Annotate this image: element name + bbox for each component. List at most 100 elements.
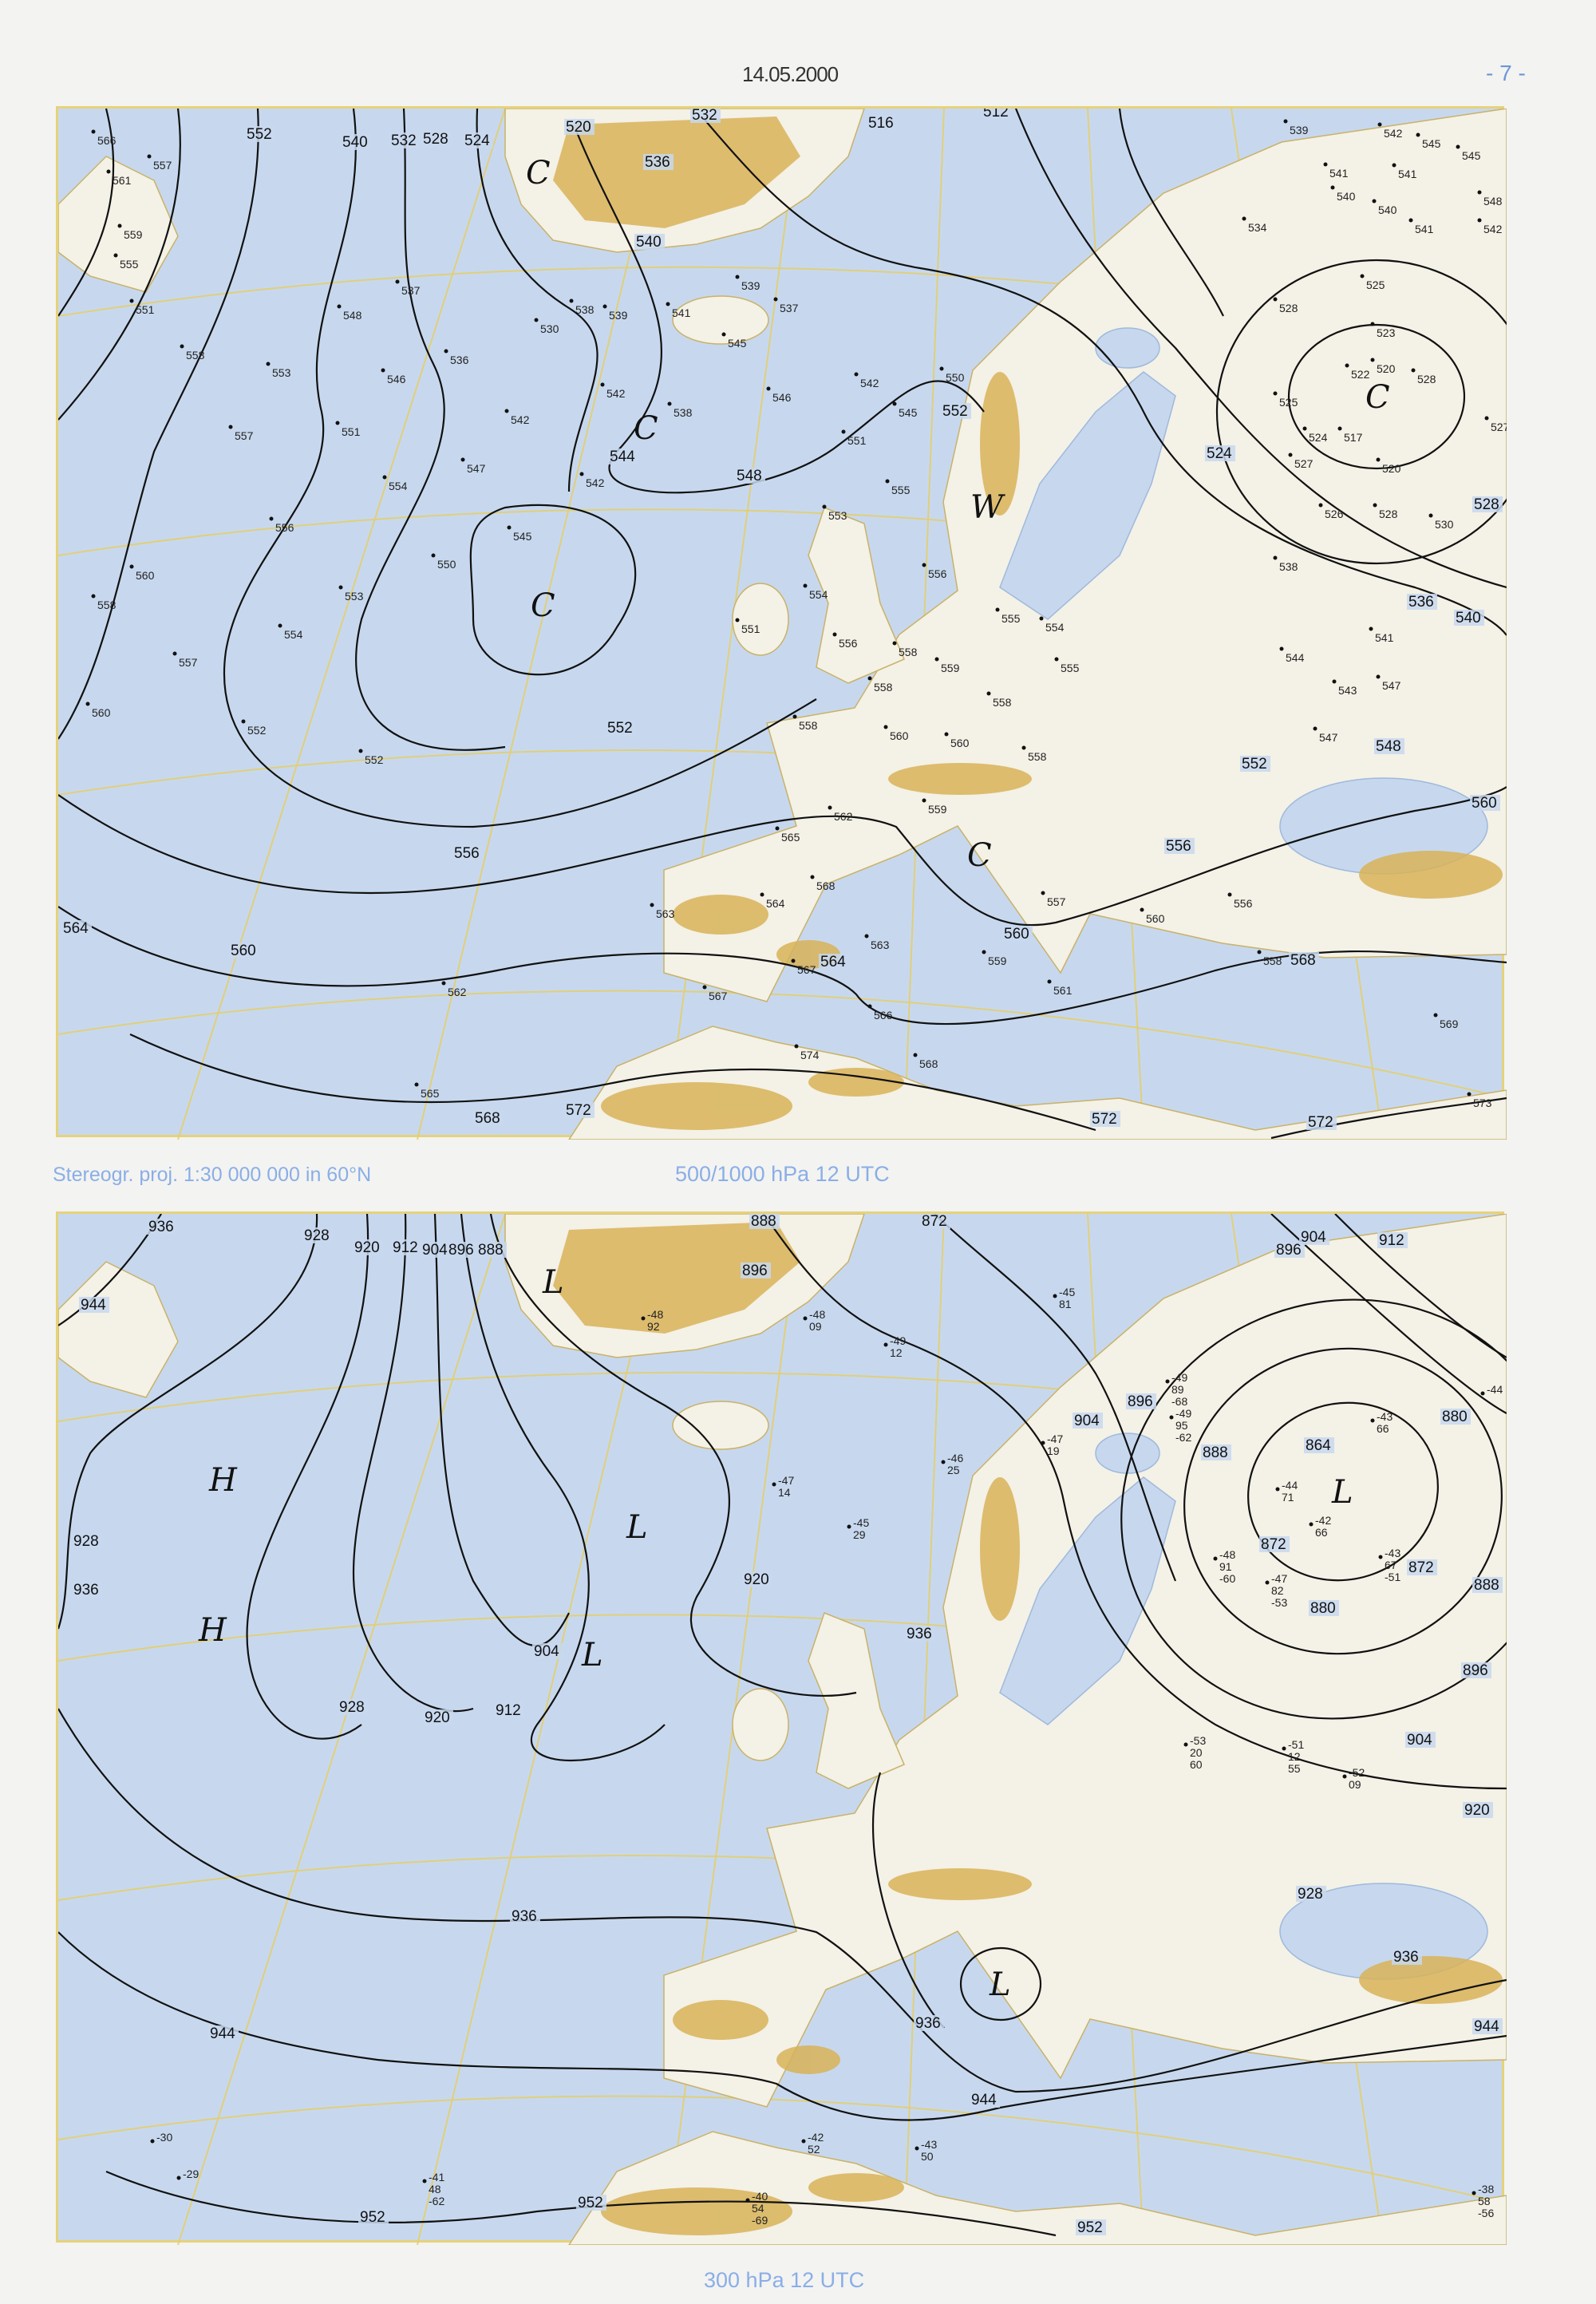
station-dot — [1477, 190, 1482, 195]
pressure-centers: C C C W C C — [526, 155, 1390, 874]
station-value: 92 — [647, 1320, 660, 1333]
station-dot — [1370, 358, 1375, 362]
isoline-label: 952 — [1077, 2219, 1103, 2236]
station-value: -46 — [947, 1452, 963, 1464]
station-value: 548 — [1483, 195, 1503, 207]
station-dot — [1288, 453, 1293, 457]
station-value: 555 — [1001, 612, 1021, 625]
station-value: 542 — [511, 413, 530, 426]
station-dot — [129, 564, 134, 569]
isoline-label: 560 — [1004, 926, 1029, 943]
station-dot — [1376, 457, 1381, 462]
station-dot — [1472, 2191, 1476, 2195]
station-dot — [85, 701, 90, 706]
isoline-label-bg — [914, 2015, 944, 2031]
station-value: 50 — [921, 2150, 934, 2163]
station-dot — [1053, 1294, 1057, 1298]
station-dot — [1370, 1418, 1375, 1423]
station-dot — [944, 732, 949, 737]
isoline-label-bg — [1073, 1413, 1103, 1429]
isoline-label-bg — [463, 132, 493, 148]
station-dot — [1041, 891, 1045, 895]
page-date: 14.05.2000 — [742, 62, 839, 86]
pressure-center-low: L — [626, 1509, 648, 1546]
station-value: 29 — [853, 1528, 866, 1541]
station-value: -40 — [752, 2190, 768, 2203]
station-value: 561 — [1053, 984, 1073, 997]
isoline-label-bg — [1306, 1114, 1337, 1130]
station-dot — [1273, 297, 1278, 302]
isoline-label-bg — [245, 126, 275, 142]
station-value: 520 — [1382, 462, 1401, 475]
station-plots: 566 557 561 559 555 551 558 553 557 551 554 556 560 5… — [85, 119, 1507, 1109]
station-value: -47 — [778, 1474, 794, 1487]
pressure-center-low: C — [967, 837, 992, 874]
station-value: -48 — [809, 1308, 825, 1321]
isoline-label: 548 — [1376, 738, 1401, 755]
isoline-label: 912 — [496, 1702, 521, 1719]
station-value: 09 — [809, 1320, 822, 1333]
station-value: 554 — [284, 628, 303, 641]
station-dot — [602, 304, 607, 309]
station-value: 567 — [709, 990, 728, 1002]
station-dot — [867, 676, 872, 681]
station-value: 66 — [1315, 1526, 1328, 1539]
station-dot — [381, 368, 385, 373]
station-dot — [832, 632, 837, 637]
station-value: 557 — [153, 159, 172, 172]
isoline-label: 896 — [742, 1263, 768, 1279]
station-value: 560 — [890, 729, 909, 742]
isoline-label: 928 — [304, 1227, 330, 1244]
station-value: 54 — [752, 2202, 764, 2215]
isoline-label: 572 — [566, 1102, 591, 1119]
isoline-label: 564 — [63, 920, 89, 937]
station-value: 559 — [988, 954, 1007, 967]
station-value: -47 — [1271, 1572, 1287, 1585]
station-value: -43 — [1385, 1547, 1400, 1559]
isoline-label-bg — [1407, 594, 1437, 610]
isoline-label-bg — [421, 131, 452, 147]
station-dot — [1408, 218, 1413, 223]
station-value: -29 — [183, 2168, 199, 2180]
isoline-label-bg — [208, 2025, 239, 2041]
station-value: 555 — [891, 484, 911, 496]
isoline-label-bg — [1461, 1662, 1491, 1678]
station-dot — [1313, 726, 1317, 731]
station-value: 543 — [1338, 684, 1357, 697]
station-value: 527 — [1491, 421, 1507, 433]
geography-background — [58, 1214, 1507, 2245]
station-value: -52 — [1349, 1766, 1365, 1779]
station-dot — [883, 725, 888, 729]
station-dot — [864, 934, 869, 939]
station-dot — [775, 826, 780, 831]
station-value: 58 — [1478, 2195, 1491, 2207]
station-dot — [1378, 1555, 1383, 1559]
station-value: 14 — [778, 1486, 791, 1499]
station-dot — [444, 349, 448, 354]
station-value: 555 — [120, 258, 139, 271]
isoline-label-bg — [1472, 496, 1503, 512]
station-value: 541 — [1329, 167, 1349, 180]
station-value: 556 — [839, 637, 858, 650]
station-value: -51 — [1288, 1738, 1304, 1751]
station-value: 539 — [609, 309, 628, 322]
isoline-label-bg — [819, 954, 849, 970]
station-value: 537 — [401, 284, 421, 297]
station-dot — [278, 623, 282, 628]
station-value: -53 — [1190, 1734, 1206, 1747]
station-value: -49 — [1171, 1371, 1187, 1384]
station-dot — [569, 298, 574, 303]
isoline-label-bg — [643, 154, 674, 170]
isoline-label-bg — [1259, 1536, 1290, 1552]
station-value: 52 — [808, 2143, 820, 2156]
station-value: 568 — [919, 1057, 938, 1070]
station-value: 560 — [136, 569, 155, 582]
station-value: 541 — [672, 306, 691, 319]
station-dot — [1213, 1556, 1218, 1561]
station-dot — [1273, 391, 1278, 396]
isoline-label: 536 — [1408, 594, 1434, 611]
isoline-label-bg — [970, 2092, 1000, 2108]
station-dot — [1330, 185, 1335, 190]
station-value: 536 — [450, 354, 469, 366]
